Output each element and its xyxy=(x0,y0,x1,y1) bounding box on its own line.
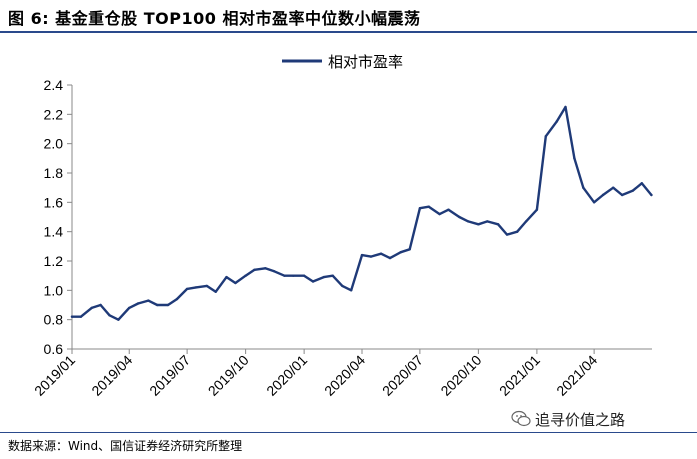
chart-area: 相对市盈率 0.6 0.8 1.0 1.2 1.4 1.6 1.8 2.0 2.2 2.4 201… xyxy=(31,53,653,399)
data-point xyxy=(535,208,539,211)
title-divider xyxy=(0,31,697,33)
data-point xyxy=(408,248,411,251)
data-point xyxy=(147,299,150,302)
x-tick-label: 2021/01 xyxy=(496,352,543,399)
y-tick-label: 1.0 xyxy=(44,282,64,298)
data-point xyxy=(166,303,170,307)
data-point xyxy=(640,182,643,185)
watermark-text: 追寻价值之路 xyxy=(535,411,626,429)
data-point xyxy=(302,274,306,277)
footer-divider xyxy=(0,432,697,433)
x-tick-label: 2019/01 xyxy=(31,352,78,399)
x-tick-label: 2021/04 xyxy=(553,352,600,399)
data-point xyxy=(99,303,102,307)
x-tick-label: 2020/04 xyxy=(321,352,368,399)
data-point xyxy=(360,253,364,257)
data-point xyxy=(516,230,519,233)
data-point xyxy=(650,193,653,197)
x-tick-label: 2019/04 xyxy=(88,352,135,399)
data-point xyxy=(283,274,286,277)
y-tick-label: 2.4 xyxy=(44,77,64,93)
data-point xyxy=(438,212,441,216)
data-point xyxy=(369,255,373,258)
x-tick-label: 2019/10 xyxy=(205,352,252,399)
data-point xyxy=(292,274,295,277)
data-point xyxy=(486,220,489,223)
source-note: 数据来源：Wind、国信证券经济研究所整理 xyxy=(8,439,243,453)
data-point xyxy=(350,289,353,292)
data-point xyxy=(79,315,83,318)
legend: 相对市盈率 xyxy=(282,53,403,71)
data-point xyxy=(467,220,470,223)
data-point xyxy=(185,287,189,291)
series-line-relative-pe xyxy=(70,105,653,321)
data-point xyxy=(214,290,217,293)
data-point xyxy=(311,280,315,283)
data-point xyxy=(458,215,461,219)
y-tick-label: 2.0 xyxy=(44,136,64,152)
x-tick-label: 2020/01 xyxy=(263,352,310,399)
legend-label: 相对市盈率 xyxy=(328,53,403,71)
data-point xyxy=(544,135,547,138)
data-point xyxy=(564,105,567,109)
data-point xyxy=(592,201,596,204)
y-tick-label: 1.2 xyxy=(44,253,64,269)
data-point xyxy=(108,314,111,317)
y-tick-label: 1.6 xyxy=(44,194,64,210)
y-axis: 0.6 0.8 1.0 1.2 1.4 1.6 1.8 2.0 2.2 2.4 xyxy=(44,77,73,357)
data-point xyxy=(205,284,208,288)
data-point xyxy=(601,193,605,197)
wechat-icon xyxy=(511,410,531,427)
data-point xyxy=(156,303,159,307)
data-point xyxy=(341,284,344,288)
data-point xyxy=(117,318,120,321)
plot-area xyxy=(70,105,653,321)
data-point xyxy=(620,193,624,197)
data-point xyxy=(555,120,558,123)
data-point xyxy=(175,297,179,301)
data-point xyxy=(253,268,256,271)
data-point xyxy=(524,220,528,223)
data-point xyxy=(447,208,450,211)
data-point xyxy=(225,275,228,279)
x-axis: 2019/01 2019/04 2019/07 2019/10 2020/01 2020/… xyxy=(31,348,652,399)
y-tick-label: 1.4 xyxy=(44,224,64,240)
y-tick-label: 0.8 xyxy=(44,312,64,328)
data-point xyxy=(477,223,480,226)
data-point xyxy=(194,286,198,289)
data-point xyxy=(418,207,422,210)
data-point xyxy=(234,281,237,285)
data-point xyxy=(505,233,509,236)
x-tick-label: 2020/07 xyxy=(379,352,426,399)
data-point xyxy=(273,270,276,273)
data-point xyxy=(612,186,615,189)
data-point xyxy=(331,274,334,277)
y-tick-label: 2.2 xyxy=(44,106,64,122)
data-point xyxy=(496,223,500,226)
x-tick-label: 2019/07 xyxy=(146,352,193,399)
data-point xyxy=(379,252,383,255)
data-point xyxy=(399,251,402,254)
data-point xyxy=(136,302,140,305)
data-point xyxy=(582,186,585,189)
y-tick-label: 0.6 xyxy=(44,341,64,357)
data-point xyxy=(388,256,392,260)
y-tick-label: 1.8 xyxy=(44,165,64,181)
data-point xyxy=(427,205,430,208)
figure-title: 图 6: 基金重仓股 TOP100 相对市盈率中位数小幅震荡 xyxy=(8,9,421,28)
data-point xyxy=(322,275,325,279)
data-point xyxy=(264,267,267,270)
data-point xyxy=(573,157,576,160)
data-point xyxy=(244,274,247,277)
data-point xyxy=(631,189,635,192)
x-tick-label: 2020/10 xyxy=(437,352,484,399)
data-point xyxy=(70,315,74,318)
data-point xyxy=(128,306,131,310)
data-point xyxy=(90,306,93,310)
